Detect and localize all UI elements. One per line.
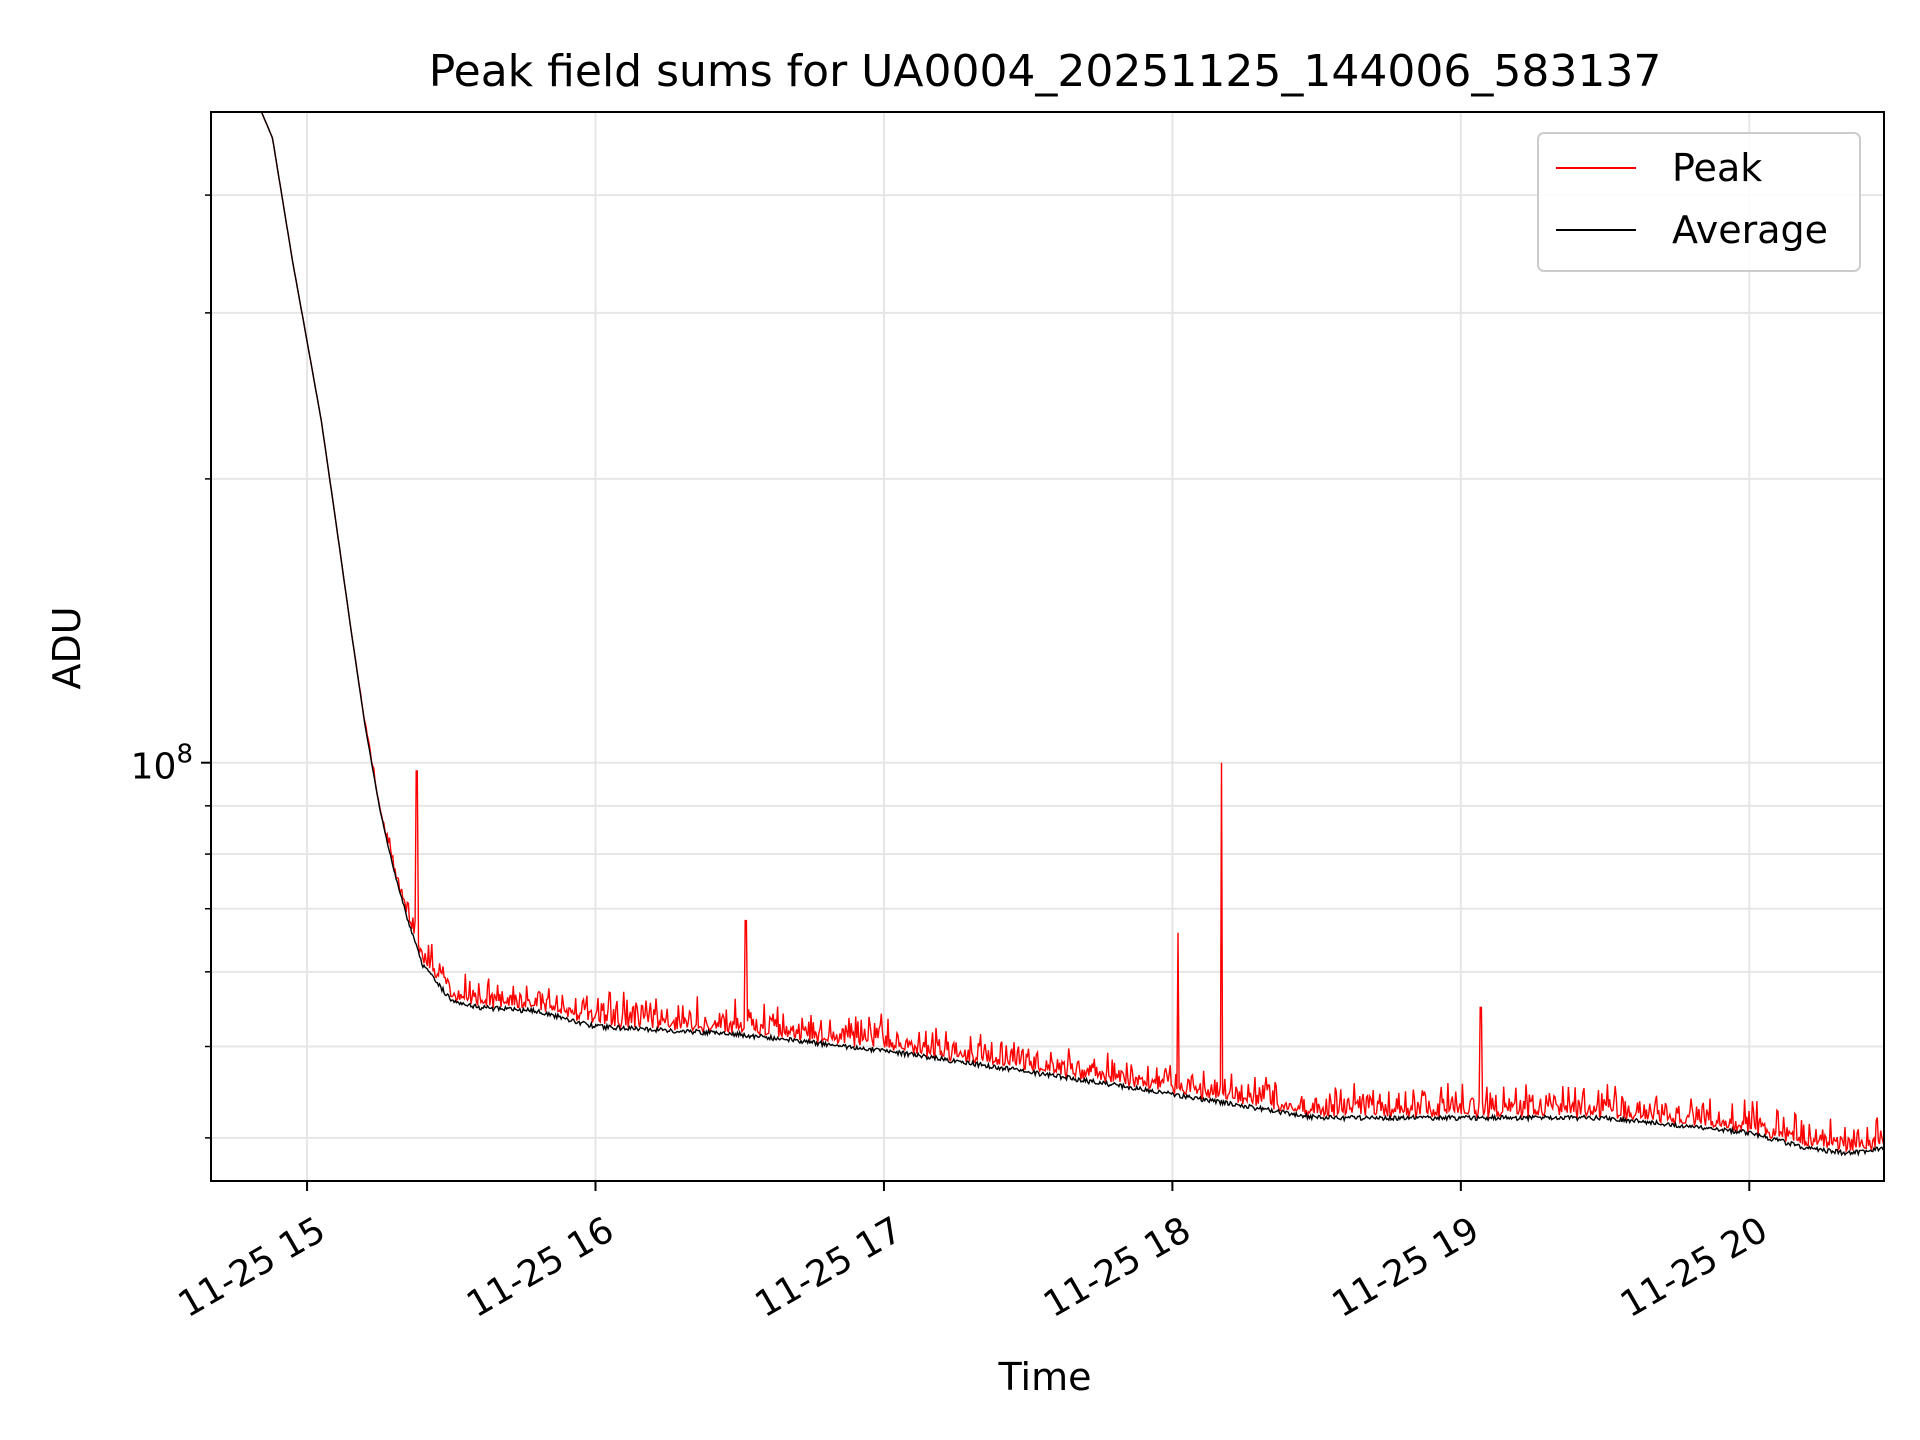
y-tick-label: 108 [131, 740, 193, 788]
peak-series-line [260, 112, 1884, 1154]
plot-frame [210, 111, 1885, 1182]
chart-title: Peak field sums for UA0004_20251125_1440… [429, 46, 1662, 97]
plot-series [260, 112, 1884, 1157]
grid-lines [211, 112, 1884, 1181]
y-axis-ticks: 108 [131, 194, 211, 1139]
legend-peak-label: Peak [1672, 146, 1762, 190]
x-axis-label: Time [998, 1355, 1092, 1399]
average-series-line [260, 112, 1884, 1157]
y-axis-label: ADU [45, 606, 89, 689]
legend-average-label: Average [1672, 208, 1828, 252]
legend: Peak Average [1537, 132, 1861, 272]
